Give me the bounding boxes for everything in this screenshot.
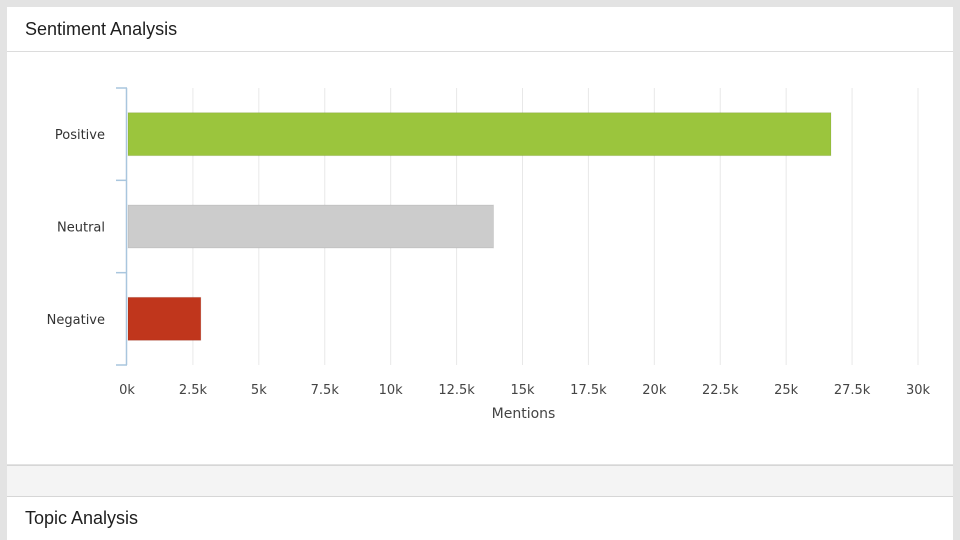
x-tick-label: 15k bbox=[510, 383, 535, 398]
topic-panel: Topic Analysis bbox=[7, 497, 953, 540]
x-tick-label: 22.5k bbox=[702, 383, 739, 398]
topic-title: Topic Analysis bbox=[25, 508, 139, 528]
x-tick-label: 7.5k bbox=[311, 383, 340, 398]
x-tick-label: 2.5k bbox=[179, 383, 208, 398]
section-divider bbox=[7, 465, 953, 497]
bar-neutral bbox=[127, 204, 494, 249]
x-tick-label: 30k bbox=[906, 383, 931, 398]
bar-positive bbox=[127, 112, 832, 157]
sentiment-title: Sentiment Analysis bbox=[7, 7, 953, 52]
x-tick-label: 10k bbox=[379, 383, 404, 398]
x-tick-label: 12.5k bbox=[438, 383, 475, 398]
x-tick-label: 27.5k bbox=[834, 383, 871, 398]
category-label: Positive bbox=[55, 128, 105, 143]
bar-negative bbox=[127, 296, 202, 341]
x-axis-title: Mentions bbox=[492, 406, 556, 422]
x-tick-label: 20k bbox=[642, 383, 667, 398]
x-tick-label: 5k bbox=[251, 383, 267, 398]
x-tick-label: 25k bbox=[774, 383, 799, 398]
x-tick-label: 0k bbox=[119, 383, 135, 398]
category-label: Neutral bbox=[57, 221, 105, 236]
category-label: Negative bbox=[47, 313, 105, 328]
x-tick-label: 17.5k bbox=[570, 383, 607, 398]
